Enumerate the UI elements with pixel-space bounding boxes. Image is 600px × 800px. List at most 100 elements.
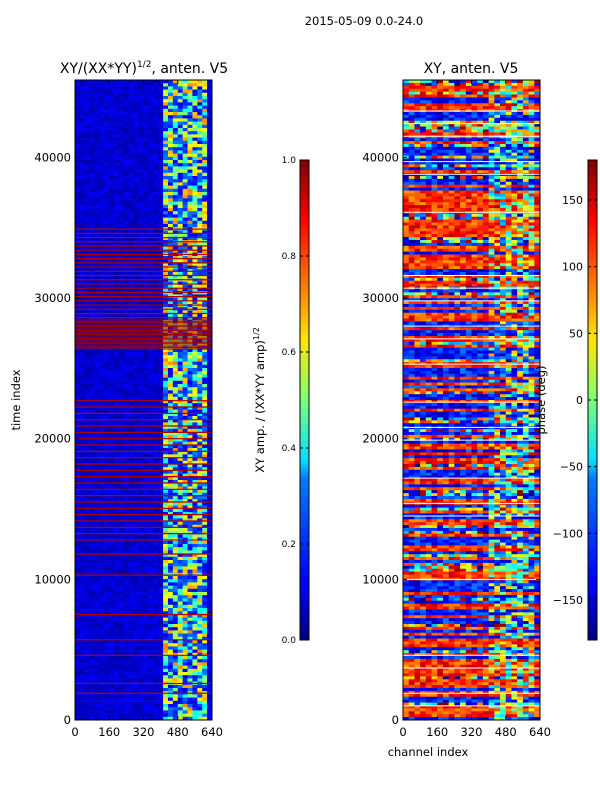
amplitude-cell [99, 220, 105, 225]
amplitude-cell [99, 256, 105, 260]
amplitude-cell [119, 585, 125, 590]
amplitude-cell [202, 473, 208, 478]
amplitude-cell [114, 537, 120, 542]
amplitude-cell [79, 121, 86, 126]
amplitude-cell [99, 438, 105, 442]
amplitude-cell [167, 460, 174, 465]
amplitude-cell [172, 172, 179, 177]
amplitude-cell [138, 284, 144, 289]
amplitude-cell [167, 633, 174, 638]
amplitude-cell [79, 259, 86, 263]
amplitude-cell [133, 163, 139, 167]
amplitude-cell [163, 284, 169, 289]
amplitude-cell [133, 480, 139, 484]
amplitude-cell [143, 233, 149, 238]
amplitude-cell [128, 249, 135, 254]
amplitude-cell [79, 275, 86, 279]
amplitude-cell [177, 396, 183, 401]
amplitude-cell [182, 470, 188, 474]
amplitude-cell [187, 524, 193, 529]
amplitude-cell [75, 214, 81, 218]
amplitude-cell [119, 140, 125, 145]
amplitude-cell [94, 409, 100, 414]
amplitude-cell [128, 288, 135, 292]
amplitude-cell [158, 483, 164, 487]
amplitude-cell [182, 636, 188, 641]
amplitude-cell [133, 566, 139, 570]
amplitude-cell [192, 566, 198, 570]
amplitude-cell [202, 80, 208, 84]
amplitude-cell [79, 649, 86, 654]
amplitude-cell [207, 614, 213, 618]
amplitude-cell [207, 160, 213, 164]
amplitude-cell [123, 188, 130, 193]
amplitude-cell [172, 147, 179, 151]
amplitude-cell [119, 160, 125, 164]
amplitude-cell [104, 585, 110, 590]
amplitude-cell [75, 473, 81, 478]
amplitude-cell [128, 528, 135, 532]
amplitude-cell [114, 464, 120, 468]
amplitude-cell [192, 128, 198, 132]
amplitude-cell [207, 358, 213, 362]
amplitude-cell [138, 220, 144, 225]
amplitude-cell [163, 368, 169, 372]
amplitude-cell [89, 502, 95, 506]
amplitude-cell [84, 521, 90, 526]
amplitude-cell [94, 464, 100, 468]
amplitude-cell [207, 246, 213, 250]
amplitude-cell [89, 396, 95, 401]
amplitude-cell [84, 566, 90, 570]
amplitude-cell [99, 236, 105, 241]
amplitude-cell [109, 313, 115, 318]
amplitude-cell [109, 364, 115, 369]
amplitude-cell [119, 592, 125, 596]
amplitude-cell [84, 374, 90, 378]
amplitude-cell [158, 108, 164, 113]
amplitude-cell [172, 371, 179, 375]
amplitude-cell [163, 128, 169, 132]
amplitude-cell [84, 438, 90, 442]
amplitude-cell [202, 102, 208, 106]
amplitude-cell [133, 598, 139, 602]
amplitude-cell [172, 284, 179, 289]
amplitude-cell [177, 448, 183, 452]
amplitude-cell [104, 121, 110, 126]
amplitude-cell [119, 150, 125, 154]
amplitude-cell [197, 505, 203, 510]
amplitude-cell [163, 563, 169, 567]
amplitude-cell [148, 643, 154, 647]
amplitude-cell [163, 435, 169, 439]
amplitude-cell [133, 374, 139, 378]
amplitude-cell [172, 160, 179, 164]
amplitude-cell [143, 499, 149, 503]
amplitude-cell [109, 428, 115, 433]
amplitude-cell [109, 96, 115, 100]
amplitude-cell [104, 364, 110, 369]
amplitude-cell [177, 534, 183, 538]
amplitude-cell [114, 150, 120, 154]
amplitude-cell [94, 236, 100, 241]
amplitude-cell [99, 384, 105, 388]
amplitude-cell [172, 246, 179, 250]
amplitude-cell [158, 195, 164, 199]
amplitude-cell [75, 457, 81, 462]
amplitude-cell [143, 492, 149, 497]
amplitude-cell [148, 374, 154, 378]
amplitude-cell [197, 281, 203, 286]
amplitude-cell [163, 416, 169, 420]
amplitude-cell [133, 521, 139, 526]
amplitude-cell [167, 304, 174, 308]
amplitude-cell [109, 393, 115, 398]
amplitude-cell [153, 396, 159, 401]
amplitude-cell [167, 403, 174, 407]
amplitude-cell [172, 304, 179, 308]
amplitude-cell [148, 505, 154, 510]
amplitude-cell [143, 537, 149, 542]
amplitude-cell [89, 528, 95, 532]
amplitude-cell [119, 384, 125, 388]
amplitude-cell [123, 435, 130, 439]
amplitude-cell [114, 348, 120, 353]
amplitude-cell [167, 643, 174, 647]
amplitude-cell [148, 380, 154, 385]
